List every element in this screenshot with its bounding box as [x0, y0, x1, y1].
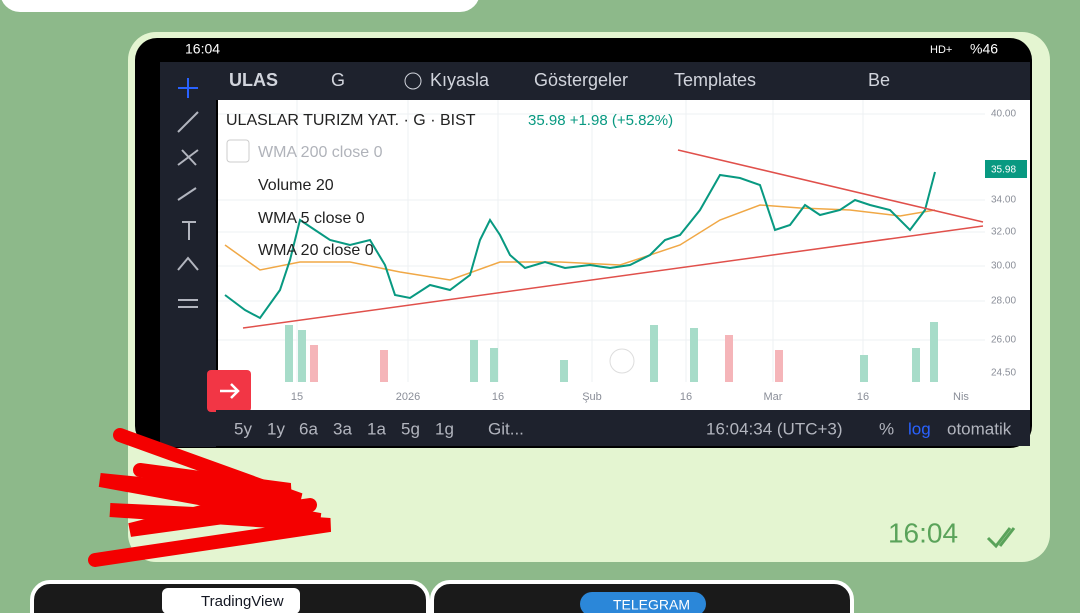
price-label: 28.00 [991, 296, 1016, 307]
range[interactable]: 6a [299, 419, 318, 438]
status-time: 16:04 [185, 41, 220, 57]
time-axis [218, 382, 1030, 410]
percent[interactable]: % [879, 419, 894, 438]
collapse-button[interactable] [226, 139, 250, 163]
time-label: 16 [680, 391, 692, 403]
last-price-tag [985, 160, 1027, 178]
red-scribble [88, 428, 332, 567]
range-bar [216, 410, 1030, 446]
goto[interactable]: Git... [488, 419, 524, 438]
time-label: Mar [764, 391, 783, 403]
lower-trendline [242, 225, 984, 329]
price-label: 32.00 [991, 227, 1016, 238]
indicator: WMA 5 close 0 [258, 210, 365, 227]
time-label: 16 [857, 391, 869, 403]
indicator: WMA 20 close 0 [258, 242, 374, 259]
tradingview-badge [162, 588, 300, 613]
left-toolbar [160, 62, 216, 447]
indicator: Volume 20 [258, 177, 334, 194]
range[interactable]: 1y [267, 419, 285, 438]
symbol-title: ULASLAR TURIZM YAT. · G · BIST [226, 112, 476, 129]
layout[interactable]: Be [868, 70, 890, 90]
previous-message [1, 0, 479, 12]
price-label: 30.00 [991, 261, 1016, 272]
status-battery: %46 [970, 41, 998, 57]
tool-icons [177, 78, 199, 308]
auto[interactable]: otomatik [947, 419, 1012, 438]
time-label: Şub [582, 391, 602, 403]
templates[interactable]: Templates [674, 70, 756, 90]
wma-20 [224, 204, 936, 281]
interval[interactable]: G [331, 70, 345, 90]
indicator: WMA 200 close 0 [258, 144, 383, 161]
price-label: 26.00 [991, 335, 1016, 346]
price-label: 40.00 [991, 109, 1016, 120]
read-checks [986, 527, 1016, 549]
range[interactable]: 1g [435, 419, 454, 438]
time-label: 15 [291, 391, 303, 403]
message-time: 16:04 [888, 517, 958, 548]
price-label: 24.50 [991, 368, 1016, 379]
last-price: 35.98 [991, 165, 1016, 176]
range[interactable]: 5y [234, 419, 252, 438]
upper-trendline [677, 149, 984, 223]
volume-bars [285, 322, 938, 382]
indicators[interactable]: Göstergeler [534, 70, 628, 90]
top-toolbar [160, 62, 1030, 100]
range[interactable]: 3a [333, 419, 352, 438]
time-label: Nis [953, 391, 969, 403]
status-network: HD+ [930, 44, 952, 56]
quote: 35.98 +1.98 (+5.82%) [528, 112, 673, 129]
arrow-icon [220, 383, 240, 399]
preview-label: TELEGRAM [613, 597, 690, 613]
time-label: 2026 [396, 391, 420, 403]
range[interactable]: 5g [401, 419, 420, 438]
price-label: 34.00 [991, 195, 1016, 206]
compare-icon [404, 72, 422, 90]
chart-area [218, 100, 985, 382]
range[interactable]: 1a [367, 419, 386, 438]
preview-label: TradingView [201, 593, 284, 610]
clock: 16:04:34 (UTC+3) [706, 419, 843, 438]
compare[interactable]: Kıyasla [430, 70, 490, 90]
log[interactable]: log [908, 419, 931, 438]
price-axis [985, 100, 1030, 382]
price-path [224, 171, 936, 320]
time-label: 16 [492, 391, 504, 403]
reset-button[interactable] [609, 348, 635, 374]
telegram-badge [580, 592, 706, 613]
symbol[interactable]: ULAS [229, 70, 278, 90]
